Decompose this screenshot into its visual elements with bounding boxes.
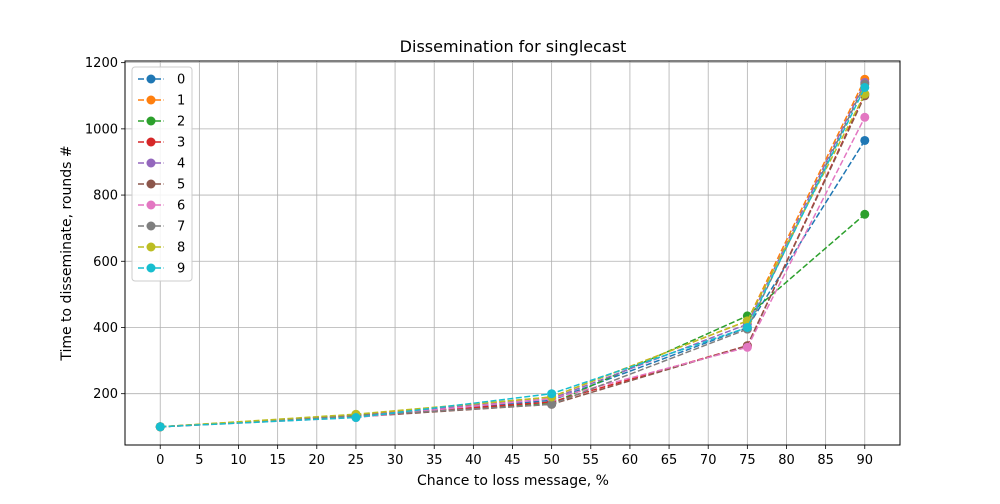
data-point bbox=[860, 135, 870, 145]
y-tick-label: 200 bbox=[93, 387, 118, 402]
data-point bbox=[860, 82, 870, 92]
x-tick-label: 30 bbox=[387, 453, 404, 468]
legend-marker bbox=[146, 263, 156, 273]
legend-label: 0 bbox=[177, 73, 185, 88]
legend-marker bbox=[146, 116, 156, 126]
x-tick-label: 85 bbox=[817, 453, 834, 468]
series-9 bbox=[155, 82, 870, 432]
x-tick-label: 35 bbox=[426, 453, 443, 468]
x-tick-label: 55 bbox=[583, 453, 600, 468]
legend-label: 4 bbox=[177, 157, 185, 172]
x-tick-label: 5 bbox=[195, 453, 203, 468]
legend-label: 3 bbox=[177, 136, 185, 151]
legend-marker bbox=[146, 137, 156, 147]
y-axis: 200 400 600 800 1000 1200 bbox=[85, 56, 125, 402]
legend-item-0: 0 bbox=[138, 73, 185, 88]
x-tick-label: 80 bbox=[778, 453, 795, 468]
legend-marker bbox=[146, 74, 156, 84]
legend-item-4: 4 bbox=[138, 157, 185, 172]
legend-label: 5 bbox=[177, 178, 185, 193]
y-tick-label: 1200 bbox=[85, 56, 118, 71]
x-tick-label: 20 bbox=[309, 453, 326, 468]
legend-label: 7 bbox=[177, 220, 185, 235]
data-point bbox=[742, 322, 752, 332]
legend: 0 1 2 3 4 5 6 7 8 9 bbox=[131, 66, 193, 282]
legend-item-9: 9 bbox=[138, 262, 185, 277]
legend-marker bbox=[146, 179, 156, 189]
legend-label: 1 bbox=[177, 94, 185, 109]
data-point bbox=[742, 342, 752, 352]
x-tick-label: 65 bbox=[661, 453, 678, 468]
legend-item-1: 1 bbox=[138, 94, 185, 109]
x-tick-label: 90 bbox=[856, 453, 873, 468]
x-axis: 0 5 10 15 20 25 30 35 40 45 50 55 60 65 70 75 80 85 90 bbox=[156, 445, 873, 468]
x-tick-label: 50 bbox=[543, 453, 560, 468]
data-point bbox=[860, 112, 870, 122]
legend-item-5: 5 bbox=[138, 178, 185, 193]
x-tick-label: 60 bbox=[622, 453, 639, 468]
data-point bbox=[351, 413, 361, 423]
legend-item-3: 3 bbox=[138, 136, 185, 151]
legend-marker bbox=[146, 200, 156, 210]
data-point bbox=[547, 399, 557, 409]
legend-item-8: 8 bbox=[138, 241, 185, 256]
legend-marker bbox=[146, 221, 156, 231]
data-point bbox=[155, 422, 165, 432]
y-tick-label: 800 bbox=[93, 189, 118, 204]
legend-marker bbox=[146, 95, 156, 105]
legend-item-6: 6 bbox=[138, 199, 185, 214]
x-tick-label: 70 bbox=[700, 453, 717, 468]
x-tick-label: 45 bbox=[504, 453, 521, 468]
grid bbox=[125, 61, 900, 445]
data-point bbox=[547, 389, 557, 399]
legend-label: 8 bbox=[177, 241, 185, 256]
legend-marker bbox=[146, 158, 156, 168]
x-tick-label: 40 bbox=[465, 453, 482, 468]
legend-label: 6 bbox=[177, 199, 185, 214]
chart-title: Dissemination for singlecast bbox=[400, 37, 627, 56]
x-axis-title: Chance to loss message, % bbox=[417, 473, 609, 489]
y-tick-label: 400 bbox=[93, 321, 118, 336]
legend-label: 2 bbox=[177, 115, 185, 130]
series-group bbox=[155, 74, 870, 432]
legend-item-7: 7 bbox=[138, 220, 185, 235]
x-tick-label: 25 bbox=[348, 453, 365, 468]
legend-label: 9 bbox=[177, 262, 185, 277]
x-tick-label: 15 bbox=[269, 453, 286, 468]
data-point bbox=[860, 209, 870, 219]
legend-marker bbox=[146, 242, 156, 252]
y-axis-title: Time to disseminate, rounds # bbox=[59, 145, 75, 361]
y-tick-label: 600 bbox=[93, 255, 118, 270]
x-tick-label: 10 bbox=[230, 453, 247, 468]
legend-item-2: 2 bbox=[138, 115, 185, 130]
y-tick-label: 1000 bbox=[85, 122, 118, 137]
x-tick-label: 0 bbox=[156, 453, 164, 468]
x-tick-label: 75 bbox=[739, 453, 756, 468]
